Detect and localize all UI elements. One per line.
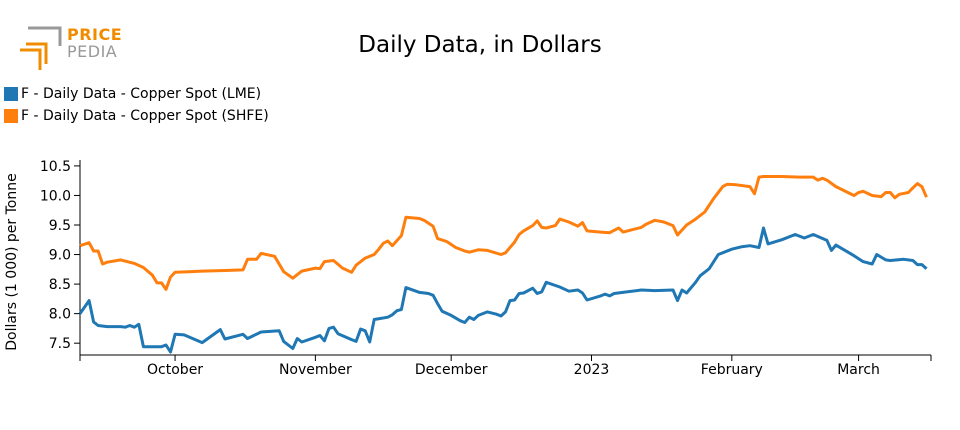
x-tick-label: March	[837, 362, 880, 378]
series-line-lme[interactable]	[78, 226, 928, 354]
x-tick-label: December	[415, 362, 488, 378]
x-tick-label: October	[147, 362, 203, 378]
x-tick-label: February	[701, 362, 763, 378]
y-tick-label: 9.0	[49, 248, 71, 264]
legend-label-shfe: F - Daily Data - Copper Spot (SHFE)	[21, 108, 269, 124]
legend-label-lme: F - Daily Data - Copper Spot (LME)	[21, 86, 262, 102]
y-tick-label: 8.0	[49, 307, 71, 323]
chart-title: Daily Data, in Dollars	[358, 32, 602, 58]
logo-word-price: PRICE	[67, 25, 123, 44]
logo-word-pedia: PEDIA	[67, 42, 118, 61]
y-tick-label: 8.5	[49, 277, 71, 293]
y-tick-label: 10.5	[40, 159, 71, 175]
pricepedia-logo: PRICE PEDIA	[18, 24, 128, 74]
legend-item-shfe[interactable]: F - Daily Data - Copper Spot (SHFE)	[4, 105, 269, 127]
logo-mark-icon	[20, 26, 62, 70]
y-axis-label: Dollars (1 000) per Tonne	[4, 173, 20, 350]
x-tick-label: 2023	[574, 362, 610, 378]
x-tick-label: November	[279, 362, 352, 378]
legend-item-lme[interactable]: F - Daily Data - Copper Spot (LME)	[4, 83, 269, 105]
y-tick-label: 9.5	[49, 218, 71, 234]
chart-legend: F - Daily Data - Copper Spot (LME) F - D…	[4, 83, 269, 127]
y-tick-label: 7.5	[49, 336, 71, 352]
legend-swatch-shfe	[4, 109, 18, 123]
y-tick-label: 10.0	[40, 188, 71, 204]
legend-swatch-lme	[4, 87, 18, 101]
series-line-shfe[interactable]	[79, 175, 928, 291]
